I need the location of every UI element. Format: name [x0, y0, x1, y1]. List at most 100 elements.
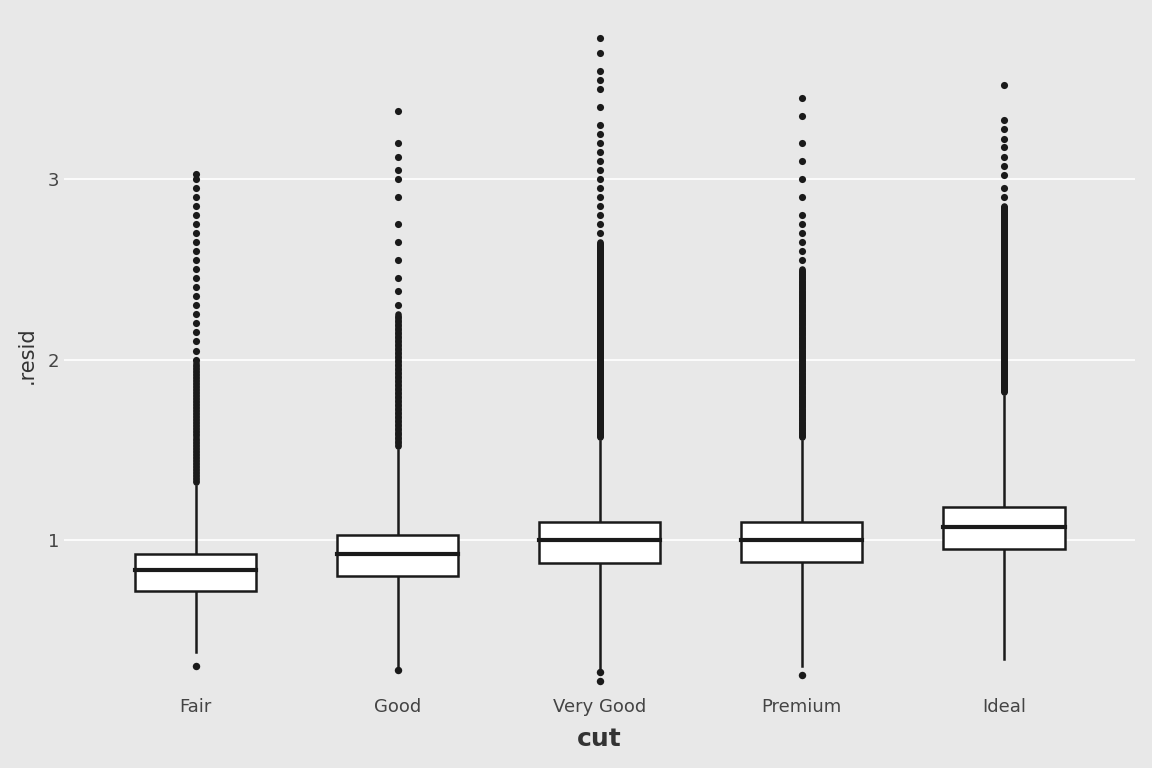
- Point: [187, 439, 205, 451]
- Point: [388, 368, 407, 380]
- Point: [994, 340, 1013, 353]
- Point: [793, 306, 811, 318]
- Point: [591, 353, 609, 366]
- Point: [388, 308, 407, 320]
- Point: [793, 402, 811, 415]
- Point: [591, 266, 609, 278]
- Point: [994, 338, 1013, 350]
- Point: [793, 409, 811, 422]
- Point: [591, 381, 609, 393]
- Point: [793, 389, 811, 402]
- Point: [187, 236, 205, 248]
- Point: [591, 402, 609, 414]
- Point: [591, 326, 609, 339]
- Point: [793, 344, 811, 356]
- Point: [591, 246, 609, 258]
- Point: [793, 401, 811, 413]
- Point: [591, 324, 609, 336]
- Point: [793, 394, 811, 406]
- Point: [187, 425, 205, 437]
- Point: [994, 276, 1013, 289]
- Point: [793, 410, 811, 422]
- Point: [591, 325, 609, 337]
- Point: [793, 332, 811, 344]
- Point: [994, 260, 1013, 273]
- Point: [793, 387, 811, 399]
- Point: [994, 302, 1013, 314]
- Point: [793, 276, 811, 289]
- Point: [388, 347, 407, 359]
- Point: [388, 328, 407, 340]
- Point: [591, 311, 609, 323]
- Point: [187, 468, 205, 481]
- Point: [591, 350, 609, 362]
- Point: [793, 312, 811, 324]
- Point: [591, 377, 609, 389]
- Point: [591, 237, 609, 249]
- Point: [591, 47, 609, 59]
- Point: [591, 244, 609, 257]
- Point: [793, 270, 811, 282]
- Point: [591, 255, 609, 267]
- Point: [793, 362, 811, 375]
- Point: [591, 372, 609, 385]
- Point: [591, 369, 609, 382]
- Point: [591, 263, 609, 276]
- Point: [591, 420, 609, 432]
- Point: [994, 225, 1013, 237]
- Point: [591, 270, 609, 282]
- Point: [187, 472, 205, 484]
- Point: [994, 253, 1013, 266]
- Point: [793, 379, 811, 392]
- Point: [388, 327, 407, 339]
- Point: [187, 409, 205, 421]
- Point: [591, 358, 609, 370]
- Point: [187, 254, 205, 266]
- Point: [793, 346, 811, 358]
- Point: [591, 352, 609, 364]
- Point: [591, 386, 609, 399]
- Point: [994, 273, 1013, 285]
- Point: [591, 363, 609, 376]
- Point: [994, 306, 1013, 319]
- Point: [994, 339, 1013, 351]
- Point: [388, 420, 407, 432]
- Point: [994, 270, 1013, 282]
- Point: [793, 384, 811, 396]
- Point: [994, 326, 1013, 339]
- Point: [388, 364, 407, 376]
- Point: [187, 458, 205, 470]
- Point: [591, 296, 609, 308]
- Point: [994, 346, 1013, 359]
- Point: [793, 356, 811, 369]
- Point: [591, 425, 609, 437]
- Point: [994, 250, 1013, 262]
- Point: [994, 351, 1013, 363]
- Point: [591, 218, 609, 230]
- Point: [388, 380, 407, 392]
- Point: [994, 271, 1013, 283]
- Point: [793, 270, 811, 283]
- Point: [591, 313, 609, 325]
- Point: [994, 249, 1013, 261]
- Point: [591, 343, 609, 356]
- Point: [994, 214, 1013, 226]
- Point: [793, 330, 811, 343]
- Point: [591, 413, 609, 425]
- Point: [388, 285, 407, 297]
- Point: [187, 660, 205, 673]
- Point: [591, 386, 609, 398]
- Point: [388, 346, 407, 358]
- Point: [793, 268, 811, 280]
- Point: [793, 300, 811, 312]
- Point: [591, 356, 609, 369]
- Point: [187, 363, 205, 376]
- Point: [994, 365, 1013, 377]
- Point: [793, 423, 811, 435]
- Point: [388, 432, 407, 445]
- Point: [591, 408, 609, 420]
- Point: [793, 267, 811, 280]
- Point: [591, 300, 609, 313]
- Point: [591, 238, 609, 250]
- Point: [994, 230, 1013, 242]
